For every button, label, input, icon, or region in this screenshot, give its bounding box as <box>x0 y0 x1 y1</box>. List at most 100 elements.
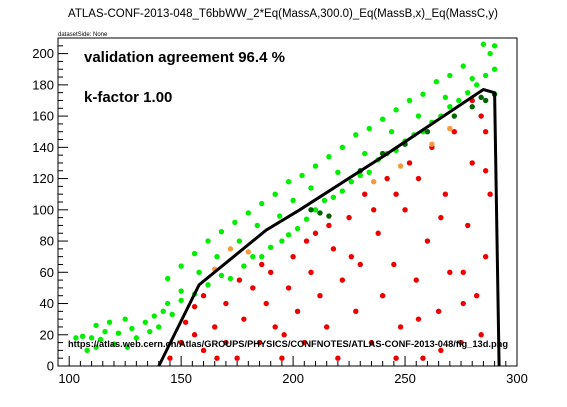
excluded-point <box>460 269 466 275</box>
allowed-point <box>321 197 328 204</box>
allowed-point <box>348 178 355 185</box>
allowed-point <box>312 163 319 169</box>
y-tick-label: 160 <box>32 109 54 124</box>
excluded-point <box>357 261 363 268</box>
x-tick-label: 100 <box>58 371 80 386</box>
agreement-annotation: validation agreement 96.4 % <box>84 49 285 66</box>
excluded-point <box>178 339 184 346</box>
allowed-point <box>73 335 79 341</box>
excluded-point <box>402 207 408 213</box>
allowed-point <box>245 210 252 216</box>
allowed-point <box>491 66 498 72</box>
excluded-point <box>223 300 229 307</box>
allowed-point <box>433 79 440 85</box>
excluded-point <box>424 238 431 244</box>
allowed-point <box>133 335 140 341</box>
excluded-point <box>353 308 359 315</box>
y-tick-label: 200 <box>32 46 54 61</box>
excluded-point <box>268 269 274 275</box>
excluded-point <box>256 339 263 346</box>
excluded-point <box>435 308 442 315</box>
y-tick-label: 180 <box>32 77 54 92</box>
excluded-point <box>214 355 220 361</box>
allowed-point <box>214 253 220 260</box>
excluded-point <box>393 191 399 197</box>
allowed-point <box>330 194 337 201</box>
kfactor-annotation: k-factor 1.00 <box>84 89 172 106</box>
excluded-point <box>379 293 386 299</box>
allowed-point <box>473 82 480 88</box>
excluded-point <box>339 277 346 283</box>
allowed_disagree-point <box>469 104 475 110</box>
allowed-point <box>379 116 386 122</box>
allowed-point <box>415 113 422 119</box>
allowed-point <box>259 253 265 260</box>
excluded-point <box>263 300 269 307</box>
allowed-point <box>447 104 453 110</box>
allowed-point <box>460 63 466 69</box>
excluded-point <box>420 355 426 361</box>
allowed-point <box>276 213 283 219</box>
excluded-point <box>458 339 464 346</box>
allowed-point <box>178 297 184 304</box>
y-tick-label: 140 <box>32 140 54 155</box>
allowed-point <box>156 324 162 330</box>
excluded-point <box>438 214 444 221</box>
excluded-point <box>346 214 352 221</box>
excluded_disagree-point <box>447 125 453 132</box>
allowed_disagree-point <box>308 207 314 213</box>
allowed-point <box>447 72 453 79</box>
allowed-point <box>147 328 153 335</box>
allowed-point <box>326 154 332 160</box>
allowed-point <box>308 185 314 191</box>
allowed-point <box>151 313 157 319</box>
excluded-point <box>442 191 449 197</box>
chart-title: ATLAS-CONF-2013-048_T6bbWW_2*Eq(MassA,30… <box>68 8 498 20</box>
allowed-point <box>93 322 99 329</box>
allowed-point <box>420 91 426 97</box>
excluded-point <box>285 285 292 291</box>
allowed-point <box>353 132 359 138</box>
excluded-point <box>223 339 229 346</box>
x-tick-label: 250 <box>394 371 416 386</box>
allowed-point <box>129 325 135 332</box>
allowed-point <box>97 336 104 343</box>
allowed-point <box>250 253 256 260</box>
excluded-point <box>465 222 471 229</box>
excluded-point <box>397 324 404 330</box>
excluded-point <box>371 207 377 213</box>
allowed-point <box>205 238 211 244</box>
excluded-point <box>294 308 301 315</box>
allowed-point <box>218 272 225 279</box>
allowed-point <box>178 288 184 294</box>
allowed-point <box>268 244 274 250</box>
y-tick-label: 40 <box>40 296 54 311</box>
exclusion-curve <box>157 87 501 367</box>
allowed-point <box>84 347 90 354</box>
allowed-point <box>357 172 363 179</box>
excluded-point <box>391 261 397 268</box>
y-tick-label: 100 <box>32 202 54 217</box>
allowed-point <box>79 333 86 340</box>
excluded-point <box>487 191 493 197</box>
excluded-point <box>362 191 368 197</box>
excluded-point <box>317 293 323 299</box>
allowed-point <box>106 319 113 325</box>
allowed-point <box>102 328 108 335</box>
excluded-point <box>191 332 198 338</box>
excluded-point <box>182 319 189 325</box>
excluded-point <box>482 168 489 174</box>
allowed-point <box>254 222 260 229</box>
excluded-point <box>478 113 484 119</box>
excluded-point <box>438 347 444 354</box>
allowed-point <box>142 319 149 325</box>
allowed-point <box>362 150 368 157</box>
allowed-point <box>335 169 341 176</box>
allowed-point <box>227 275 234 282</box>
allowed-point <box>285 178 292 185</box>
excluded-point <box>415 175 422 182</box>
excluded-point <box>460 300 466 307</box>
allowed-point <box>165 275 171 282</box>
excluded_disagree-point <box>371 178 377 185</box>
allowed-point <box>469 75 475 82</box>
